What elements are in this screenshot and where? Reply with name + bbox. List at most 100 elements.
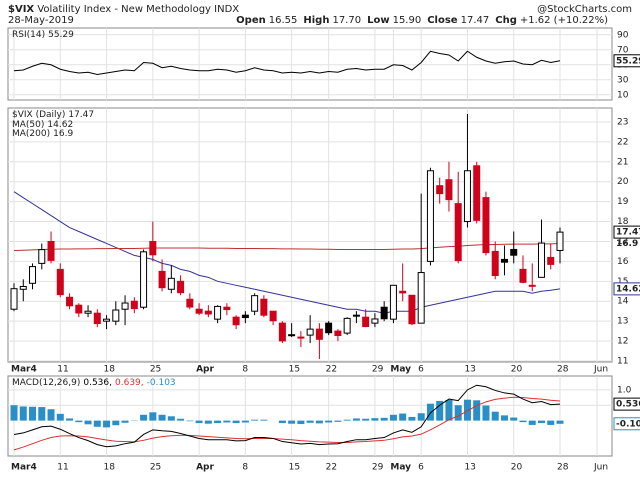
legend-name: MA(200) <box>12 129 50 139</box>
x-tick-label: 29 <box>372 463 384 473</box>
histogram-bar <box>260 419 268 421</box>
quote-value: 16.55 <box>269 15 298 26</box>
moving-average-line <box>13 191 561 314</box>
histogram-bar <box>29 406 37 421</box>
x-tick-label: 25 <box>150 365 161 375</box>
candle-body <box>204 310 212 315</box>
histogram-bar <box>408 416 416 421</box>
x-tick-label: May <box>390 463 411 473</box>
x-tick-label: 13 <box>464 463 475 473</box>
x-tick-label: 22 <box>326 463 337 473</box>
candle-body <box>214 305 222 320</box>
legend-part: 0.639, <box>115 378 144 388</box>
histogram-bar <box>362 418 370 421</box>
x-tick-label: 18 <box>104 463 116 473</box>
x-tick-label: Jun <box>593 365 608 375</box>
histogram-bar <box>352 418 360 421</box>
x-tick-label: 8 <box>242 463 248 473</box>
last-value-label: 55.29 <box>616 56 640 66</box>
x-tick-label: 11 <box>57 463 68 473</box>
histogram-bar <box>454 405 462 421</box>
candle-body <box>47 240 55 261</box>
histogram-bar <box>149 412 157 421</box>
candle-body <box>519 268 527 283</box>
legend-value: 16.9 <box>53 129 73 139</box>
rsi-line <box>13 50 561 76</box>
quote-label: High <box>303 15 329 26</box>
quote-value: 15.90 <box>393 15 422 26</box>
legend: $VIX (Daily) 17.47 <box>12 110 94 120</box>
candle-body <box>56 268 64 296</box>
candle-body <box>463 170 471 223</box>
x-tick-label: 18 <box>104 365 116 375</box>
candle-body <box>491 250 499 277</box>
candle-body <box>288 334 296 337</box>
panel-frame <box>7 375 613 457</box>
x-tick-label: 20 <box>511 463 523 473</box>
y-tick-label: 10 <box>617 90 629 100</box>
candle-body <box>195 308 203 314</box>
x-tick-label: May <box>390 365 411 375</box>
x-tick-label: 25 <box>150 463 161 473</box>
candle-body <box>75 304 83 314</box>
quote-value: 17.47 <box>461 15 490 26</box>
y-tick-label: 20 <box>617 177 629 187</box>
symbol: $VIX Volatility Index - New Methodology … <box>8 4 239 15</box>
candle-body <box>380 306 388 320</box>
histogram-bar <box>19 406 27 421</box>
candle-body <box>454 203 462 262</box>
candle-body <box>241 314 249 319</box>
histogram-bar <box>214 420 222 424</box>
histogram-bar <box>103 420 111 428</box>
candle-body <box>269 310 277 322</box>
histogram-bar <box>93 420 101 427</box>
legend-value: 14.62 <box>47 120 73 130</box>
candle-body <box>482 197 490 254</box>
y-tick-label: 23 <box>617 117 628 127</box>
candle-body <box>473 165 481 221</box>
histogram-bar <box>547 420 555 425</box>
candle-body <box>334 330 342 337</box>
candle-body <box>556 231 564 251</box>
candle-body <box>362 316 370 328</box>
symbol-code: $VIX <box>8 4 34 15</box>
y-tick-label: 21 <box>617 157 628 167</box>
value-box <box>613 54 640 68</box>
y-tick-label: 16 <box>617 257 629 267</box>
histogram-bar <box>232 420 240 424</box>
histogram-bar <box>315 420 323 424</box>
histogram-bar <box>10 405 18 421</box>
x-tick-label: Apr <box>196 463 214 473</box>
x-tick-label: 6 <box>418 365 424 375</box>
histogram-bar <box>195 420 203 424</box>
candle-body <box>29 266 37 284</box>
histogram-bar <box>445 400 453 421</box>
histogram-bar <box>399 413 407 421</box>
histogram-bar <box>556 420 564 424</box>
histogram-bar <box>121 420 129 423</box>
panel-frame <box>7 27 613 101</box>
x-tick-label: Apr <box>196 365 214 375</box>
legend-value: 17.47 <box>68 110 94 120</box>
x-tick-label: 15 <box>289 365 300 375</box>
x-tick-label: Mar4 <box>11 463 37 473</box>
y-tick-label: 12 <box>617 337 628 347</box>
x-tick-label: Jun <box>593 463 608 473</box>
last-value-label: -0.103 <box>616 419 640 429</box>
histogram-bar <box>380 417 388 421</box>
x-tick-label: 6 <box>418 463 424 473</box>
value-box <box>613 397 640 411</box>
last-value-label: 14.62 <box>616 284 640 294</box>
histogram-bar <box>306 420 314 423</box>
candle-body <box>426 170 434 262</box>
y-tick-label: 30 <box>617 75 629 85</box>
legend-part: MACD(12,26,9) <box>12 378 80 388</box>
legend: RSI(14) 55.29 <box>12 30 74 40</box>
quote-value: 17.70 <box>332 15 361 26</box>
histogram-bar <box>436 400 444 421</box>
last-value-label: 17.47 <box>616 228 640 238</box>
candle-body <box>121 302 129 310</box>
legend-value: 55.29 <box>48 30 74 40</box>
candle-body <box>103 318 111 322</box>
x-tick-label: 11 <box>57 365 68 375</box>
